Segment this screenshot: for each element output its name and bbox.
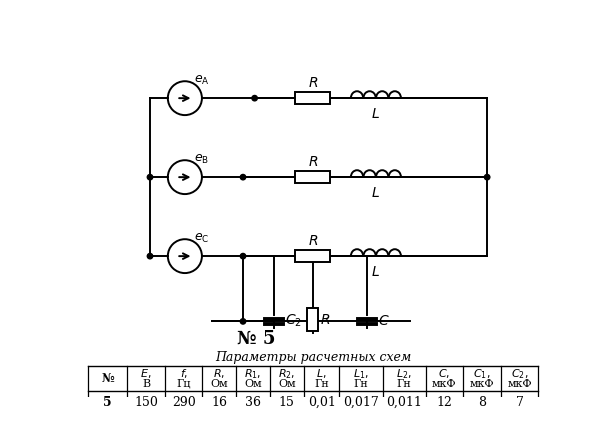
Text: 12: 12	[436, 396, 452, 409]
Circle shape	[147, 253, 153, 259]
Text: 290: 290	[172, 396, 196, 409]
Text: Ом: Ом	[244, 379, 262, 389]
Circle shape	[240, 174, 246, 180]
Text: № 5: № 5	[237, 330, 276, 347]
Text: $\mathit{C},$: $\mathit{C},$	[439, 367, 450, 380]
Text: Ом: Ом	[278, 379, 296, 389]
Text: $L$: $L$	[371, 107, 381, 120]
Text: $\mathit{C}_1,$: $\mathit{C}_1,$	[474, 367, 491, 380]
Text: $e_{\rm B}$: $e_{\rm B}$	[194, 153, 210, 166]
Text: $e_{\rm A}$: $e_{\rm A}$	[194, 74, 210, 87]
Text: $\mathit{f},$: $\mathit{f},$	[180, 367, 188, 380]
Text: Параметры расчетных схем: Параметры расчетных схем	[215, 351, 411, 364]
Text: мкФ: мкФ	[470, 379, 494, 389]
Text: $\mathit{L},$: $\mathit{L},$	[316, 367, 327, 380]
Text: $R$: $R$	[307, 234, 318, 248]
Text: 5: 5	[103, 396, 112, 409]
Circle shape	[147, 174, 153, 180]
Text: мкФ: мкФ	[507, 379, 532, 389]
Circle shape	[240, 253, 246, 259]
Text: 36: 36	[245, 396, 261, 409]
Text: Гн: Гн	[397, 379, 411, 389]
Text: Гн: Гн	[314, 379, 329, 389]
Bar	[295, 171, 330, 183]
Bar	[295, 250, 330, 262]
Text: $\mathit{R},$: $\mathit{R},$	[213, 367, 225, 380]
Text: 0,011: 0,011	[386, 396, 422, 409]
Circle shape	[240, 319, 246, 324]
Text: $\mathit{E},$: $\mathit{E},$	[141, 367, 152, 380]
Text: 150: 150	[134, 396, 158, 409]
Text: 7: 7	[516, 396, 524, 409]
Bar	[295, 92, 330, 104]
Text: 0,017: 0,017	[343, 396, 379, 409]
Text: $L$: $L$	[371, 186, 381, 200]
Circle shape	[252, 95, 257, 101]
Text: мкФ: мкФ	[432, 379, 457, 389]
Text: $\mathit{C}_2,$: $\mathit{C}_2,$	[511, 367, 529, 380]
Text: $e_{\rm C}$: $e_{\rm C}$	[194, 232, 210, 245]
Text: Ом: Ом	[211, 379, 228, 389]
Text: Гц: Гц	[177, 379, 191, 389]
Text: 0,01: 0,01	[308, 396, 335, 409]
Text: Гн: Гн	[354, 379, 368, 389]
Text: 15: 15	[279, 396, 295, 409]
Text: $R$: $R$	[307, 155, 318, 169]
Text: $C_2$: $C_2$	[285, 312, 302, 329]
Text: $\mathit{R}_2,$: $\mathit{R}_2,$	[278, 367, 296, 380]
Circle shape	[485, 174, 490, 180]
Text: $R$: $R$	[321, 313, 331, 327]
Text: $R$: $R$	[307, 76, 318, 90]
Text: $\mathit{L}_2,$: $\mathit{L}_2,$	[396, 367, 412, 380]
Text: $L$: $L$	[371, 264, 381, 279]
Text: В: В	[142, 379, 150, 389]
Text: $\mathit{L}_1,$: $\mathit{L}_1,$	[353, 367, 369, 380]
Text: 8: 8	[478, 396, 486, 409]
Text: $C$: $C$	[378, 314, 389, 328]
Text: №: №	[101, 372, 114, 385]
Bar	[307, 308, 318, 331]
Text: $\mathit{R}_1,$: $\mathit{R}_1,$	[244, 367, 262, 380]
Text: 16: 16	[211, 396, 227, 409]
